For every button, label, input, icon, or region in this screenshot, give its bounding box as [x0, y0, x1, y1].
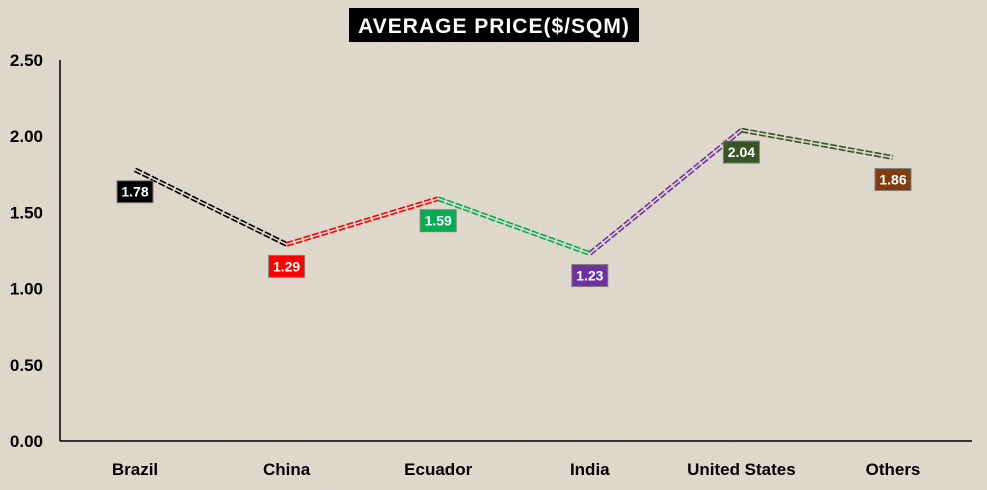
data-label-text: 1.86	[879, 172, 906, 188]
data-label: 1.59	[419, 209, 457, 233]
data-label-text: 1.59	[425, 213, 452, 229]
line-segment	[133, 167, 288, 247]
line-segment	[285, 196, 439, 247]
line-stroke	[590, 130, 743, 256]
line-stroke	[285, 196, 438, 244]
y-tick-label: 0.00	[10, 432, 43, 451]
y-tick-label: 2.00	[10, 127, 43, 146]
line-stroke	[286, 199, 439, 247]
line-stroke	[741, 127, 894, 157]
data-label: 1.29	[268, 254, 306, 278]
y-tick-label: 1.00	[10, 280, 43, 299]
data-label: 1.78	[116, 180, 154, 204]
chart-title-box	[349, 8, 639, 42]
line-stroke	[588, 128, 741, 253]
x-category-label: India	[570, 460, 610, 479]
y-tick-label: 1.50	[10, 203, 43, 222]
data-label: 1.23	[571, 264, 609, 288]
data-label-box	[722, 140, 760, 164]
x-category-label: Others	[866, 460, 921, 479]
line-stroke	[740, 130, 893, 160]
data-label-text: 1.23	[576, 268, 603, 284]
y-axis-ticks: 0.00 0.50 1.00 1.50 2.00 2.50	[10, 51, 43, 451]
x-category-label: Ecuador	[404, 460, 472, 479]
line-segment	[588, 128, 743, 256]
series-line	[133, 127, 894, 256]
data-labels: 1.78 1.29 1.59 1.23 2.04 1.86	[116, 140, 912, 288]
line-stroke	[135, 167, 288, 244]
line-segment	[740, 127, 894, 160]
data-label: 2.04	[722, 140, 760, 164]
y-tick-label: 0.50	[10, 356, 43, 375]
y-tick-label: 2.50	[10, 51, 43, 70]
data-label-text: 2.04	[728, 144, 755, 160]
data-label-box	[268, 254, 306, 278]
data-label-text: 1.78	[121, 184, 148, 200]
data-label-box	[874, 168, 912, 192]
data-label-text: 1.29	[273, 258, 300, 274]
chart-title: AVERAGE PRICE($/SQM)	[349, 8, 639, 42]
x-axis-categories: Brazil China Ecuador India United States Othe…	[112, 460, 921, 479]
x-category-label: China	[263, 460, 311, 479]
data-label-box	[419, 209, 457, 233]
line-stroke	[133, 170, 287, 247]
x-category-label: Brazil	[112, 460, 158, 479]
data-label-box	[116, 180, 154, 204]
chart-title-text: AVERAGE PRICE($/SQM)	[358, 15, 630, 38]
data-label: 1.86	[874, 168, 912, 192]
x-category-label: United States	[687, 460, 796, 479]
data-label-box	[571, 264, 609, 288]
